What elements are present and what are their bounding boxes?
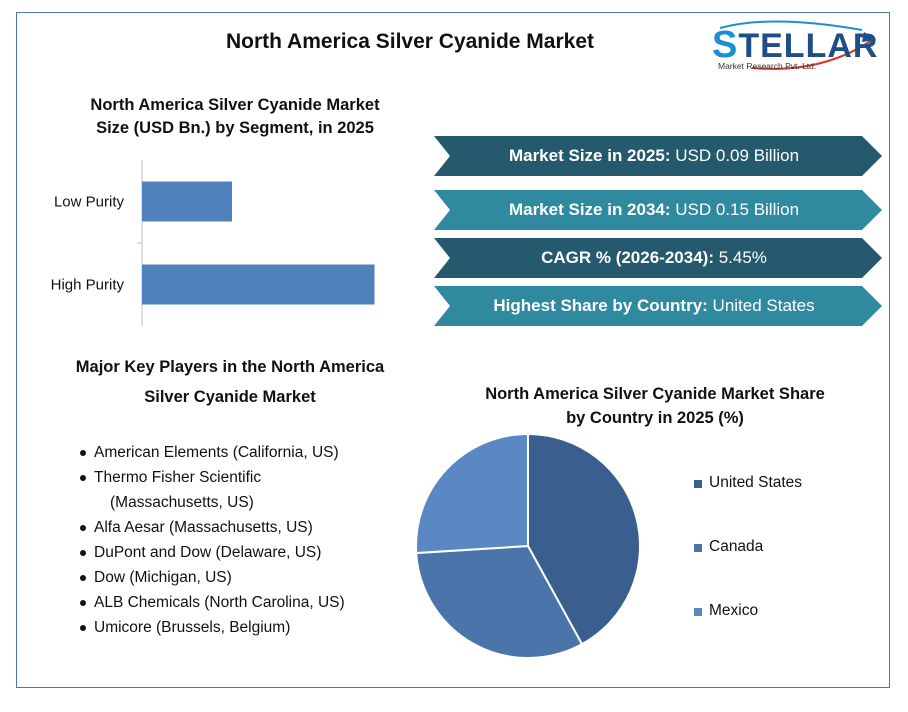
bar-low-purity [142,181,232,222]
banner-value: USD 0.15 Billion [675,200,800,219]
category-label: High Purity [51,277,125,294]
category-label: Low Purity [54,194,125,211]
legend-swatch [694,480,702,488]
segment-bar-chart: Low Purity High Purity [51,160,375,326]
banner-value: 5.45% [718,248,767,267]
banner-cagr: CAGR % (2026-2034): 5.45% [434,238,882,278]
list-item: Dow (Michigan, US) [78,565,394,590]
list-item: Alfa Aesar (Massachusetts, US) [78,515,394,540]
country-share-pie-chart [415,432,641,659]
banner-arrow-shape [434,136,882,176]
bar-chart-title: North America Silver Cyanide Market Size… [90,96,380,137]
list-item: American Elements (California, US) [78,440,394,465]
banner-arrow-shape [434,190,882,230]
pie-slice-united-states [527,432,641,646]
banner-label: Market Size in 2034: [508,200,671,219]
logo-tagline: Market Research Pvt. Ltd. [718,61,817,71]
banner-market-size-2034: Market Size in 2034: USD 0.15 Billion [434,190,882,230]
legend-label: United States [709,474,803,491]
banner-market-size-2025: Market Size in 2025: USD 0.09 Billion [434,136,882,176]
legend-swatch [694,544,702,552]
list-item: ALB Chemicals (North Carolina, US) [78,590,394,615]
page-title: North America Silver Cyanide Market [225,30,595,53]
list-item: Umicore (Brussels, Belgium) [78,615,394,640]
pie-slice-mexico [415,432,529,555]
list-item: DuPont and Dow (Delaware, US) [78,540,394,565]
legend-label: Mexico [709,602,759,619]
banner-value: USD 0.09 Billion [675,146,800,165]
banner-highest-share: Highest Share by Country: United States [434,286,882,326]
banner-label: Market Size in 2025: [508,146,671,165]
banner-arrow-shape [434,238,882,278]
pie-chart-title: North America Silver Cyanide Market Shar… [485,385,825,427]
bar-high-purity [142,264,375,305]
legend-label: Canada [709,538,764,555]
banner-label: CAGR % (2026-2034): [541,248,714,267]
infographic-frame [16,12,890,688]
banner-value: United States [712,296,815,315]
logo-swoosh-icon [719,20,876,70]
banner-arrow-shape [434,286,882,326]
banner-label: Highest Share by Country: [493,296,708,315]
list-item: Thermo Fisher Scientific (Massachusetts, … [78,465,394,515]
legend-swatch [694,608,702,616]
logo-wordmark: STELLAR [712,24,879,66]
key-players-list: American Elements (California, US) Therm… [78,440,394,640]
key-players-title: Major Key Players in the North America S… [75,358,385,406]
stellar-logo: STELLAR Market Research Pvt. Ltd. [712,18,882,74]
pie-slice-canada [415,544,584,659]
